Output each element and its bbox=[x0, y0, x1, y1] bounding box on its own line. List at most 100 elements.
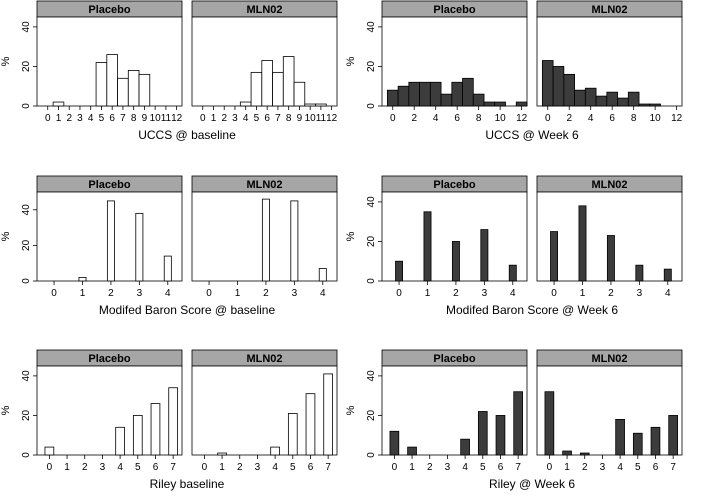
x-tick-label: 8 bbox=[131, 113, 137, 124]
bar bbox=[440, 93, 453, 107]
bar bbox=[606, 91, 618, 107]
bar bbox=[315, 103, 327, 107]
bar bbox=[408, 81, 420, 107]
x-tick-label: 0 bbox=[206, 288, 212, 299]
bar bbox=[477, 411, 488, 456]
x-tick-label: 9 bbox=[297, 113, 303, 124]
bar bbox=[544, 391, 555, 456]
x-tick-label: 12 bbox=[326, 113, 338, 124]
bar bbox=[217, 452, 227, 456]
bar bbox=[132, 415, 143, 456]
bar bbox=[606, 235, 615, 282]
y-axis-label: % bbox=[0, 56, 12, 66]
y-tick-label: 0 bbox=[21, 103, 32, 109]
bar bbox=[617, 97, 629, 107]
bar bbox=[117, 77, 129, 107]
x-tick-label: 0 bbox=[396, 288, 402, 299]
x-tick-label: 7 bbox=[275, 113, 281, 124]
y-axis-label: % bbox=[345, 405, 357, 415]
bar bbox=[386, 89, 399, 107]
bar bbox=[323, 373, 333, 456]
bar bbox=[168, 387, 178, 456]
x-axis-title: Riley @ Week 6 bbox=[489, 477, 575, 491]
x-tick-label: 5 bbox=[254, 113, 260, 124]
x-tick-label: 3 bbox=[482, 288, 488, 299]
x-tick-label: 12 bbox=[171, 113, 183, 124]
y-tick-label: 40 bbox=[21, 204, 32, 216]
x-tick-label: 4 bbox=[665, 288, 671, 299]
x-tick-label: 3 bbox=[637, 288, 643, 299]
chart-group-uccs-week6: % Placebo 0 2 4 6 8 10 12 0 20 40 MLN02 0 2 4 6 8 10 12 UCCS… bbox=[345, 0, 683, 142]
bar bbox=[579, 452, 590, 456]
bar bbox=[272, 71, 284, 107]
x-tick-label: 6 bbox=[609, 113, 615, 124]
panel-title: Placebo bbox=[433, 353, 475, 365]
x-tick-label: 2 bbox=[566, 113, 572, 124]
x-tick-label: 3 bbox=[292, 288, 298, 299]
bar bbox=[389, 430, 400, 456]
x-tick-label: 4 bbox=[462, 462, 468, 473]
panel-mln02: MLN02 0 1 2 3 4 bbox=[191, 175, 338, 299]
panel-title: Placebo bbox=[88, 4, 130, 16]
x-tick-label: 9 bbox=[142, 113, 148, 124]
x-axis-title: Riley baseline bbox=[150, 477, 225, 491]
bar bbox=[397, 85, 410, 107]
bar bbox=[650, 426, 661, 456]
y-tick-label: 20 bbox=[21, 409, 32, 421]
y-tick-label: 0 bbox=[366, 278, 377, 284]
bar bbox=[407, 446, 417, 456]
plot-frame bbox=[381, 191, 528, 282]
x-tick-label: 0 bbox=[51, 288, 57, 299]
panel-mln02: MLN02 0 2 4 6 8 10 12 bbox=[536, 0, 683, 124]
y-tick-label: 0 bbox=[366, 103, 377, 109]
x-tick-label: 10 bbox=[305, 113, 317, 124]
y-axis-label: % bbox=[0, 231, 12, 241]
bar bbox=[627, 91, 640, 107]
x-tick-label: 6 bbox=[109, 113, 115, 124]
bar bbox=[150, 403, 161, 456]
x-tick-label: 2 bbox=[453, 288, 459, 299]
bar bbox=[52, 101, 65, 107]
bar bbox=[293, 81, 306, 107]
x-tick-label: 1 bbox=[219, 462, 225, 473]
x-tick-label: 0 bbox=[47, 462, 53, 473]
x-axis-title: Modifed Baron Score @ baseline bbox=[99, 303, 276, 317]
panel-title: Placebo bbox=[433, 179, 475, 191]
bar bbox=[515, 101, 528, 107]
bar bbox=[563, 73, 575, 107]
bar bbox=[44, 446, 55, 456]
panel-title: MLN02 bbox=[591, 179, 627, 191]
x-tick-label: 12 bbox=[516, 113, 528, 124]
x-tick-label: 2 bbox=[237, 462, 243, 473]
x-tick-label: 2 bbox=[221, 113, 227, 124]
x-tick-label: 2 bbox=[66, 113, 72, 124]
x-tick-label: 3 bbox=[445, 462, 451, 473]
x-tick-label: 2 bbox=[582, 462, 588, 473]
y-tick-label: 40 bbox=[366, 370, 377, 382]
x-tick-label: 6 bbox=[264, 113, 270, 124]
x-tick-label: 4 bbox=[510, 288, 516, 299]
bar bbox=[480, 229, 489, 282]
y-axis-label: % bbox=[345, 56, 357, 66]
bar bbox=[584, 87, 597, 107]
x-tick-label: 4 bbox=[165, 288, 171, 299]
y-tick-label: 20 bbox=[366, 235, 377, 247]
bar bbox=[595, 95, 608, 107]
bar bbox=[282, 56, 295, 107]
x-tick-label: 2 bbox=[108, 288, 114, 299]
bar bbox=[632, 432, 643, 456]
bar bbox=[106, 54, 118, 107]
x-axis-title: UCCS @ Week 6 bbox=[485, 128, 579, 142]
bar bbox=[552, 66, 565, 107]
y-tick-label: 40 bbox=[366, 196, 377, 208]
bar bbox=[541, 60, 554, 107]
panel-title: Placebo bbox=[433, 4, 475, 16]
bar bbox=[239, 101, 252, 107]
bar bbox=[513, 391, 523, 456]
x-tick-label: 2 bbox=[608, 288, 614, 299]
bar bbox=[95, 62, 108, 107]
